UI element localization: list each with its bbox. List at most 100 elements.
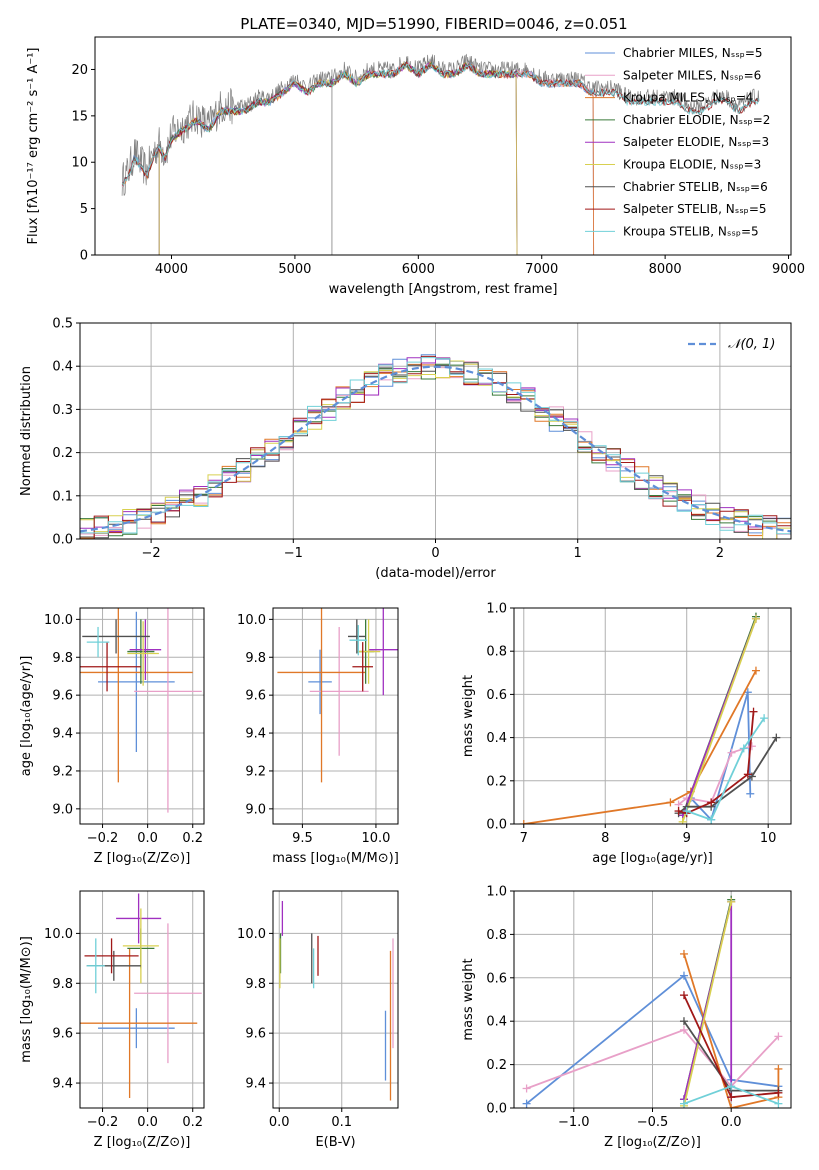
model-line-1 <box>121 59 595 255</box>
weight-marker <box>774 1032 783 1041</box>
axes-weight-vs-Z: −1.0 −0.5 0.0 0.0 0.2 0.4 0.6 0.8 1.0 Z [log₁₀(Z/… <box>461 885 792 1150</box>
legend-label: Kroupa ELODIE, Nₛₛₚ=3 <box>623 158 761 172</box>
y-tick-label: 0.6 <box>486 971 507 986</box>
y-tick-label: 5 <box>80 202 88 217</box>
histogram-3 <box>80 363 791 539</box>
errorbar-point-7 <box>80 642 141 692</box>
axes-residuals: −2 −1 0 1 2 0.0 0.1 0.2 0.3 0.4 0.5 (data-model)/er… <box>19 317 792 581</box>
model-line-0 <box>121 60 595 255</box>
y-tick-label: 9.2 <box>52 764 73 779</box>
axes-age-vs-Z: −0.2 0.0 0.2 9.0 9.2 9.4 9.6 9.8 10.0 Z [log₁₀(Z/… <box>19 607 205 866</box>
legend-label: Kroupa MILES, Nₛₛₚ=4 <box>623 91 753 105</box>
axes-frame <box>272 890 399 1109</box>
x-tick-label: 0.2 <box>182 1115 203 1130</box>
x-tick-label: 7 <box>520 831 528 846</box>
weight-marker <box>727 897 736 906</box>
axes-frame <box>79 607 205 825</box>
weight-marker <box>760 714 769 723</box>
y-tick-label: 0.6 <box>486 688 507 703</box>
x-tick-label: 8000 <box>649 262 682 277</box>
model-line-2 <box>121 61 595 255</box>
x-tick-label: 6000 <box>402 262 435 277</box>
x-tick-label: −0.2 <box>87 831 119 846</box>
x-tick-label: 9.5 <box>292 831 313 846</box>
errorbar-point-5 <box>122 908 159 984</box>
axes-frame <box>79 890 205 1109</box>
errorbar-point-4 <box>129 619 162 680</box>
errorbar-point-1 <box>134 608 202 813</box>
histogram-4 <box>80 357 791 539</box>
weight-marker <box>674 807 683 816</box>
errorbar-point-8 <box>86 938 105 994</box>
y-tick-label: 9.8 <box>52 977 73 992</box>
errorbar-point-1 <box>309 626 369 756</box>
x-tick-label: 0.0 <box>721 1115 742 1130</box>
weight-marker <box>682 807 691 816</box>
x-axis-label: wavelength [Angstrom, rest frame] <box>329 282 558 297</box>
y-axis-label: mass weight <box>461 675 476 757</box>
weight-marker <box>522 1099 531 1108</box>
legend-label: Salpeter ELODIE, Nₛₛₚ=3 <box>623 135 769 149</box>
weight-marker <box>774 1088 783 1097</box>
y-tick-label: 0.2 <box>486 1058 507 1073</box>
x-tick-label: −1.0 <box>558 1115 590 1130</box>
weight-line-5 <box>681 618 757 823</box>
weight-marker <box>749 707 758 716</box>
model-line-8 <box>121 63 760 187</box>
weight-marker <box>751 666 760 675</box>
weight-line-8 <box>686 717 765 821</box>
weight-marker <box>727 1082 736 1091</box>
y-tick-label: 0.2 <box>486 774 507 789</box>
x-axis-label: Z [log₁₀(Z/Z⊙)] <box>94 851 191 866</box>
x-tick-label: 9000 <box>772 262 805 277</box>
weight-marker <box>774 1064 783 1073</box>
y-axis-label: age [log₁₀(age/yr)] <box>19 656 34 777</box>
x-tick-label: −1 <box>284 546 303 561</box>
weight-marker <box>707 815 716 824</box>
x-tick-label: −0.2 <box>87 1115 119 1130</box>
plot-area <box>80 354 791 539</box>
weight-marker <box>679 971 688 980</box>
weight-marker <box>522 1084 531 1093</box>
weight-marker <box>679 1017 688 1026</box>
y-tick-label: 15 <box>71 109 88 124</box>
errorbar-point-8 <box>349 625 368 656</box>
x-tick-label: 4000 <box>155 262 188 277</box>
x-tick-label: −2 <box>142 546 161 561</box>
x-tick-label: 8 <box>601 831 609 846</box>
weight-marker <box>519 820 528 824</box>
model-line-7 <box>121 60 760 187</box>
x-tick-label: 9 <box>683 831 691 846</box>
legend-label: Chabrier ELODIE, Nₛₛₚ=2 <box>623 113 770 127</box>
y-tick-label: 9.8 <box>245 651 266 666</box>
errorbar-point-4 <box>368 608 398 696</box>
y-tick-label: 0.5 <box>52 317 73 332</box>
errorbar-point-7 <box>84 938 139 974</box>
weight-marker <box>679 1099 688 1108</box>
y-tick-label: 9.6 <box>245 689 266 704</box>
y-tick-label: 9.6 <box>52 1027 73 1042</box>
axes-weight-vs-age: 7 8 9 10 0.0 0.2 0.4 0.6 0.8 1.0 age [log₁₀(age/yr… <box>461 602 792 866</box>
y-tick-label: 9.2 <box>245 764 266 779</box>
errorbar-point-8 <box>86 626 110 658</box>
weight-line-5 <box>683 901 733 1107</box>
legend: 𝒩(0, 1) <box>688 337 775 352</box>
errorbar-point-0 <box>98 1008 175 1049</box>
x-tick-label: 10.0 <box>361 831 390 846</box>
legend-label: Chabrier STELIB, Nₛₛₚ=6 <box>623 180 768 194</box>
weight-marker <box>679 949 688 958</box>
y-tick-label: 9.0 <box>52 802 73 817</box>
plot-area <box>277 608 398 783</box>
y-tick-label: 0.4 <box>52 360 73 375</box>
weight-marker <box>666 798 675 807</box>
weight-marker <box>739 744 748 753</box>
errorbar-point-5 <box>356 619 381 684</box>
x-tick-label: 7000 <box>525 262 558 277</box>
y-tick-label: 0.4 <box>486 1015 507 1030</box>
x-tick-label: 0.1 <box>331 1115 352 1130</box>
y-tick-label: 0.8 <box>486 928 507 943</box>
weight-marker <box>727 1093 736 1102</box>
x-tick-label: 0.0 <box>137 1115 158 1130</box>
axes-mass-vs-Z: −0.2 0.0 0.2 9.4 9.6 9.8 10.0 Z [log₁₀(Z/Z⊙)] ma… <box>19 890 205 1150</box>
